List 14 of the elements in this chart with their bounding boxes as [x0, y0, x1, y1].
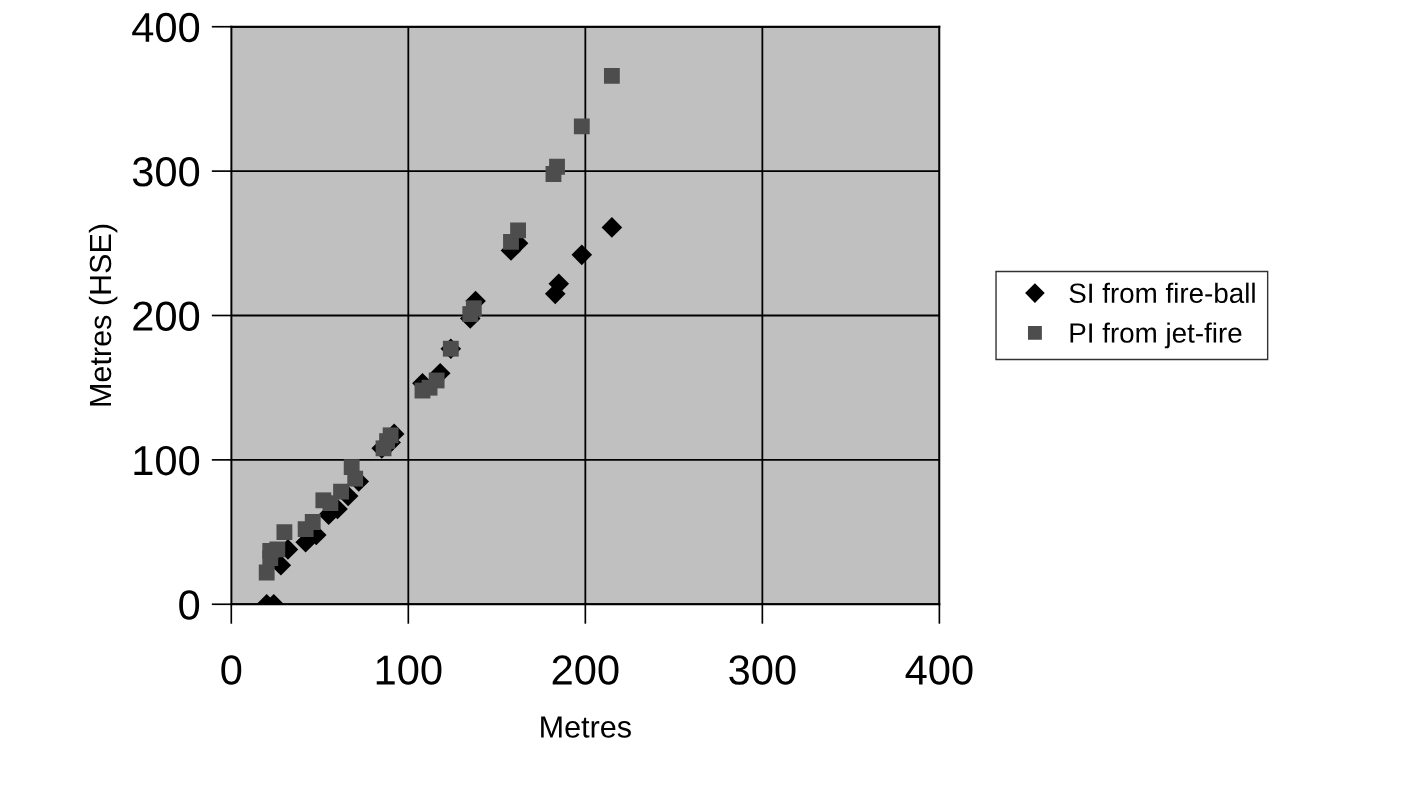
x-tick-label: 200 — [552, 655, 619, 685]
x-axis-title: Metres — [541, 716, 631, 738]
y-tick-label: 200 — [133, 301, 200, 331]
x-tick-label: 100 — [376, 655, 442, 685]
y-tick-label: 0 — [179, 590, 200, 620]
x-tick-label: 300 — [729, 655, 796, 685]
y-tick-label: 400 — [132, 12, 200, 43]
y-axis-title: Metres (HSE) — [88, 224, 118, 406]
legend-label: PI from jet-fire — [1070, 322, 1242, 349]
y-tick-label: 300 — [132, 157, 200, 187]
y-tick-label: 100 — [134, 445, 200, 476]
x-tick-label: 0 — [221, 655, 242, 685]
legend-label: SI from fire-ball — [1069, 282, 1255, 304]
x-tick-label: 400 — [905, 655, 973, 685]
